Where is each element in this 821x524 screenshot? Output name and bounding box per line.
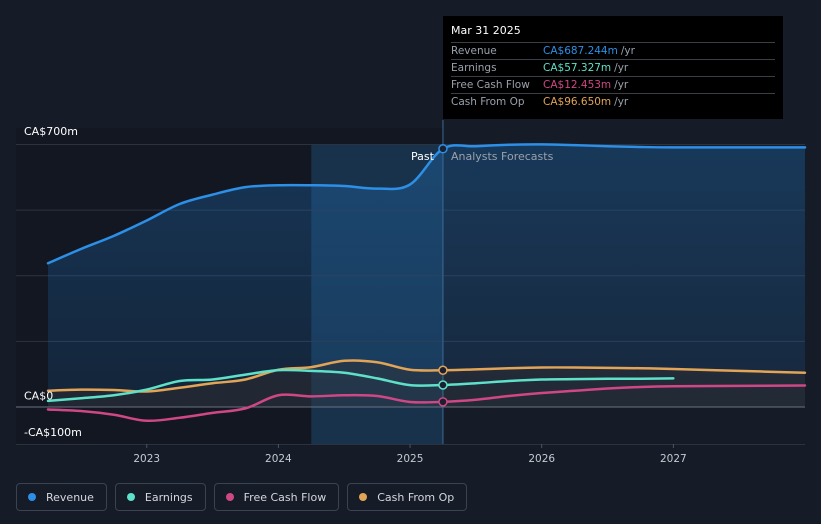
x-tick-label: 2027: [660, 453, 687, 465]
revenue-marker[interactable]: [438, 144, 448, 154]
y-tick-label: CA$0: [24, 390, 53, 403]
hover-tooltip: Mar 31 2025 Revenue CA$687.244m /yr Earn…: [443, 16, 783, 119]
tooltip-row-free-cash-flow: Free Cash Flow CA$12.453m /yr: [451, 76, 775, 93]
tooltip-unit: /yr: [614, 62, 629, 74]
tooltip-value: CA$96.650m: [543, 96, 612, 108]
legend-dot-icon: [359, 493, 368, 501]
free-cash-flow-marker[interactable]: [438, 397, 448, 407]
cash-from-op-line[interactable]: [46, 359, 807, 393]
cash-from-op-area: [48, 360, 805, 407]
y-tick-label: -CA$100m: [24, 426, 82, 439]
legend-item-earnings[interactable]: Earnings: [114, 483, 206, 511]
tooltip-row-earnings: Earnings CA$57.327m /yr: [451, 59, 775, 76]
legend-item-revenue[interactable]: Revenue: [16, 483, 107, 511]
tooltip-label: Revenue: [451, 45, 497, 57]
legend-label: Cash From Op: [377, 490, 455, 504]
tooltip-unit: /yr: [620, 45, 635, 57]
tooltip-value: CA$57.327m: [543, 62, 612, 74]
tooltip-value: CA$687.244m: [543, 45, 618, 57]
legend-label: Free Cash Flow: [243, 490, 327, 504]
free-cash-flow-line[interactable]: [46, 384, 807, 423]
tooltip-value: CA$12.453m: [543, 79, 612, 91]
cash-from-op-marker[interactable]: [438, 365, 448, 376]
legend-dot-icon: [225, 493, 234, 501]
earnings-line[interactable]: [46, 368, 675, 403]
x-tick-label: 2024: [265, 453, 292, 465]
legend-dot-icon: [126, 493, 135, 501]
tooltip-label: Earnings: [451, 62, 497, 74]
line-chart[interactable]: Past Analysts Forecasts CA$700m CA$0 -CA$100…: [0, 0, 821, 480]
tooltip-unit: /yr: [614, 96, 629, 108]
y-tick-label: CA$700m: [24, 125, 78, 138]
revenue-area: [48, 144, 805, 407]
revenue-line[interactable]: [46, 143, 807, 265]
tooltip-date: Mar 31 2025: [451, 24, 521, 37]
chart-legend: Revenue Earnings Free Cash Flow Cash Fro…: [16, 483, 468, 511]
x-tick-label: 2026: [528, 453, 555, 465]
legend-item-cash-from-op[interactable]: Cash From Op: [347, 483, 468, 511]
legend-dot-icon: [28, 493, 36, 501]
forecast-label: Analysts Forecasts: [451, 150, 554, 163]
tooltip-unit: /yr: [614, 79, 629, 91]
tooltip-row-cash-from-op: Cash From Op CA$96.650m /yr: [451, 93, 775, 110]
legend-label: Earnings: [144, 490, 193, 504]
tooltip-row-revenue: Revenue CA$687.244m /yr: [451, 42, 775, 59]
tooltip-label: Free Cash Flow: [451, 79, 530, 91]
legend-label: Revenue: [46, 490, 94, 504]
legend-item-free-cash-flow[interactable]: Free Cash Flow: [213, 483, 340, 511]
tooltip-label: Cash From Op: [451, 96, 525, 108]
x-tick-label: 2023: [133, 453, 160, 465]
earnings-marker[interactable]: [438, 380, 448, 390]
x-tick-label: 2025: [397, 453, 424, 465]
past-label: Past: [411, 150, 435, 163]
